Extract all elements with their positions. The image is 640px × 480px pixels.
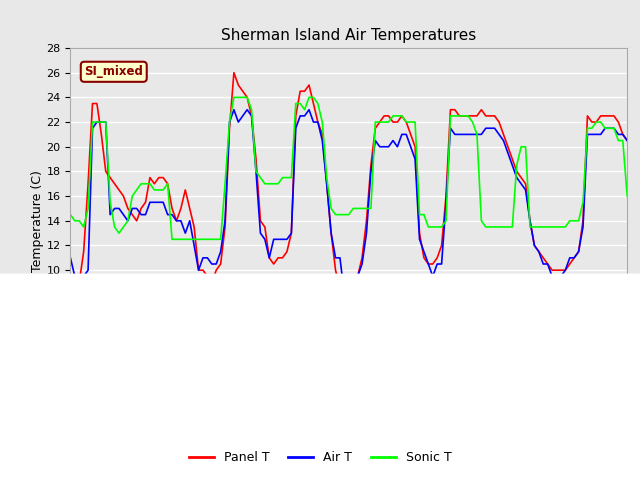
Sonic T bbox=[398, 113, 406, 119]
Panel T bbox=[588, 119, 596, 125]
Sonic T bbox=[593, 119, 600, 125]
Panel T bbox=[394, 119, 401, 125]
Panel T bbox=[230, 70, 237, 75]
Air T bbox=[398, 132, 406, 137]
Panel T bbox=[67, 317, 74, 323]
Y-axis label: Temperature (C): Temperature (C) bbox=[31, 170, 44, 272]
Legend: Panel T, Air T, Sonic T: Panel T, Air T, Sonic T bbox=[184, 446, 456, 469]
Sonic T bbox=[67, 212, 74, 217]
Panel T bbox=[424, 261, 432, 267]
Air T bbox=[623, 138, 631, 144]
Sonic T bbox=[429, 224, 436, 230]
Air T bbox=[67, 255, 74, 261]
Air T bbox=[340, 292, 348, 298]
Line: Air T: Air T bbox=[70, 110, 627, 295]
Sonic T bbox=[93, 119, 100, 125]
Panel T bbox=[540, 255, 547, 261]
Sonic T bbox=[544, 224, 552, 230]
X-axis label: Time: Time bbox=[333, 440, 364, 453]
Air T bbox=[93, 119, 100, 125]
Sonic T bbox=[168, 237, 176, 242]
Air T bbox=[429, 274, 436, 279]
Air T bbox=[407, 144, 415, 150]
Title: Sherman Island Air Temperatures: Sherman Island Air Temperatures bbox=[221, 28, 476, 43]
Sonic T bbox=[230, 95, 237, 100]
Panel T bbox=[623, 138, 631, 144]
Panel T bbox=[93, 101, 100, 107]
Air T bbox=[230, 107, 237, 113]
Air T bbox=[593, 132, 600, 137]
Line: Sonic T: Sonic T bbox=[70, 97, 627, 240]
Sonic T bbox=[623, 193, 631, 199]
Text: SI_mixed: SI_mixed bbox=[84, 65, 143, 78]
Panel T bbox=[403, 119, 410, 125]
Line: Panel T: Panel T bbox=[70, 72, 627, 320]
Sonic T bbox=[407, 119, 415, 125]
Air T bbox=[544, 261, 552, 267]
